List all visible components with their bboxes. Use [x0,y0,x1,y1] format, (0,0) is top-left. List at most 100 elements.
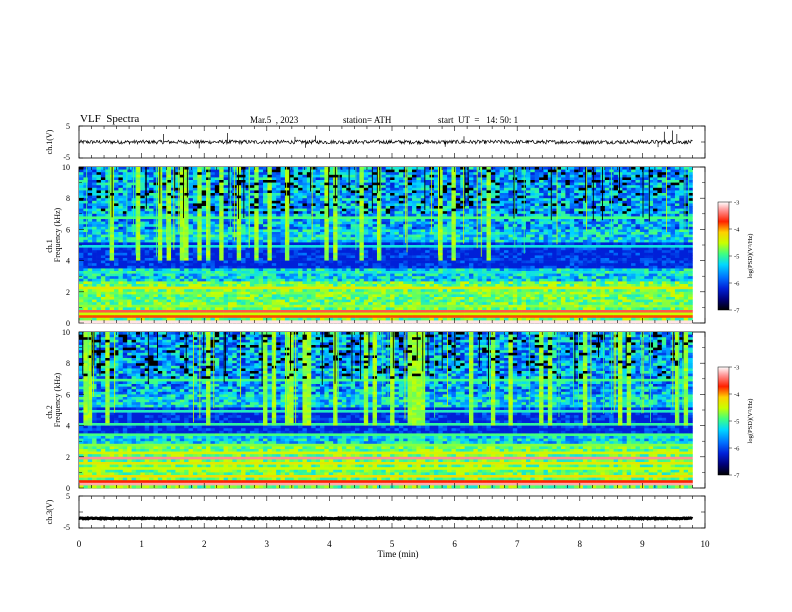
heatmap-cell [188,239,194,243]
heatmap-cell [412,226,417,230]
heatmap-cell [385,177,391,181]
heatmap-cell [114,234,119,238]
heatmap-cell [302,299,308,303]
heatmap-cell [412,221,417,225]
heatmap-cell [162,167,167,170]
heatmap-cell [175,289,181,293]
heatmap-cell [105,255,110,259]
heatmap-cell [140,294,146,298]
heatmap-cell [390,252,395,256]
heatmap-cell [245,260,251,264]
heatmap-cell [149,182,154,186]
heatmap-cell [311,232,316,235]
heatmap-cell [87,203,93,207]
heatmap-cell [381,281,387,285]
heatmap-cell [390,216,395,220]
heatmap-cell [289,200,295,204]
heatmap-cell [166,276,172,280]
heatmap-cell [184,281,189,285]
heatmap-cell [425,169,430,173]
heatmap-cell [276,206,281,209]
heatmap-cell [403,263,408,267]
heatmap-cell [96,203,102,207]
heatmap-cell [223,291,229,295]
heatmap-cell [79,258,84,261]
heatmap-cell [122,268,128,272]
heatmap-cell [118,180,124,183]
heatmap-cell [271,198,277,202]
heatmap-cell [328,232,334,235]
heatmap-cell [306,289,312,293]
heatmap-cell [355,185,360,189]
heatmap-cell [315,307,321,311]
heatmap-cell [245,273,251,277]
heatmap-cell [214,203,220,207]
ch1-waveform-trace [78,130,693,149]
heatmap-cell [390,299,395,303]
heatmap-cell [324,297,330,300]
heatmap-cell [363,211,369,215]
heatmap-cell [311,317,316,321]
heatmap-cell [320,187,325,191]
heatmap-cell [271,185,277,189]
heatmap-cell [179,169,185,173]
heatmap-cell [355,268,360,272]
heatmap-cell [192,286,198,290]
heatmap-cell [166,187,172,191]
heatmap-cell [407,304,413,308]
heatmap-cell [162,180,167,183]
heatmap-cell [311,169,316,173]
heatmap-cell [206,245,211,248]
heatmap-cell [385,310,391,313]
heatmap-cell [315,245,321,248]
heatmap-cell [381,320,387,324]
heatmap-cell [355,177,360,181]
heatmap-cell [289,174,295,178]
heatmap-cell [337,200,343,204]
heatmap-cell [333,216,338,220]
heatmap-cell [140,182,146,186]
heatmap-cell [92,260,97,264]
heatmap-cell [324,302,330,306]
heatmap-cell [149,250,154,254]
heatmap-cell [390,310,395,313]
heatmap-cell [188,234,194,238]
heatmap-cell [346,317,351,321]
heatmap-cell [328,252,334,256]
heatmap-cell [118,211,124,215]
heatmap-cell [412,242,417,246]
heatmap-cell [355,203,360,207]
heatmap-cell [175,320,181,324]
heatmap-cell [376,206,382,209]
heatmap-cell [315,198,321,202]
heatmap-cell [311,182,316,186]
heatmap-cell [166,307,172,311]
heatmap-cell [398,263,404,267]
heatmap-cell [210,315,216,319]
heatmap-cell [350,247,356,251]
heatmap-cell [184,213,189,217]
heatmap-cell [328,193,334,196]
heatmap-cell [337,304,343,308]
heatmap-cell [306,232,312,235]
heatmap-cell [403,247,408,251]
heatmap-cell [127,221,132,225]
heatmap-cell [79,208,84,212]
heatmap-cell [381,315,387,319]
heatmap-cell [83,182,89,186]
heatmap-cell [214,250,220,254]
heatmap-cell [201,281,207,285]
heatmap-cell [171,278,176,282]
heatmap-cell [236,239,242,243]
heatmap-cell [320,237,325,241]
heatmap-cell [346,180,351,183]
heatmap-cell [385,281,391,285]
heatmap-cell [333,224,338,228]
heatmap-cell [306,320,312,324]
heatmap-cell [263,276,268,280]
heatmap-cell [311,216,316,220]
heatmap-cell [368,182,373,186]
heatmap-cell [420,182,426,186]
heatmap-cell [157,302,163,306]
heatmap-cell [276,304,281,308]
